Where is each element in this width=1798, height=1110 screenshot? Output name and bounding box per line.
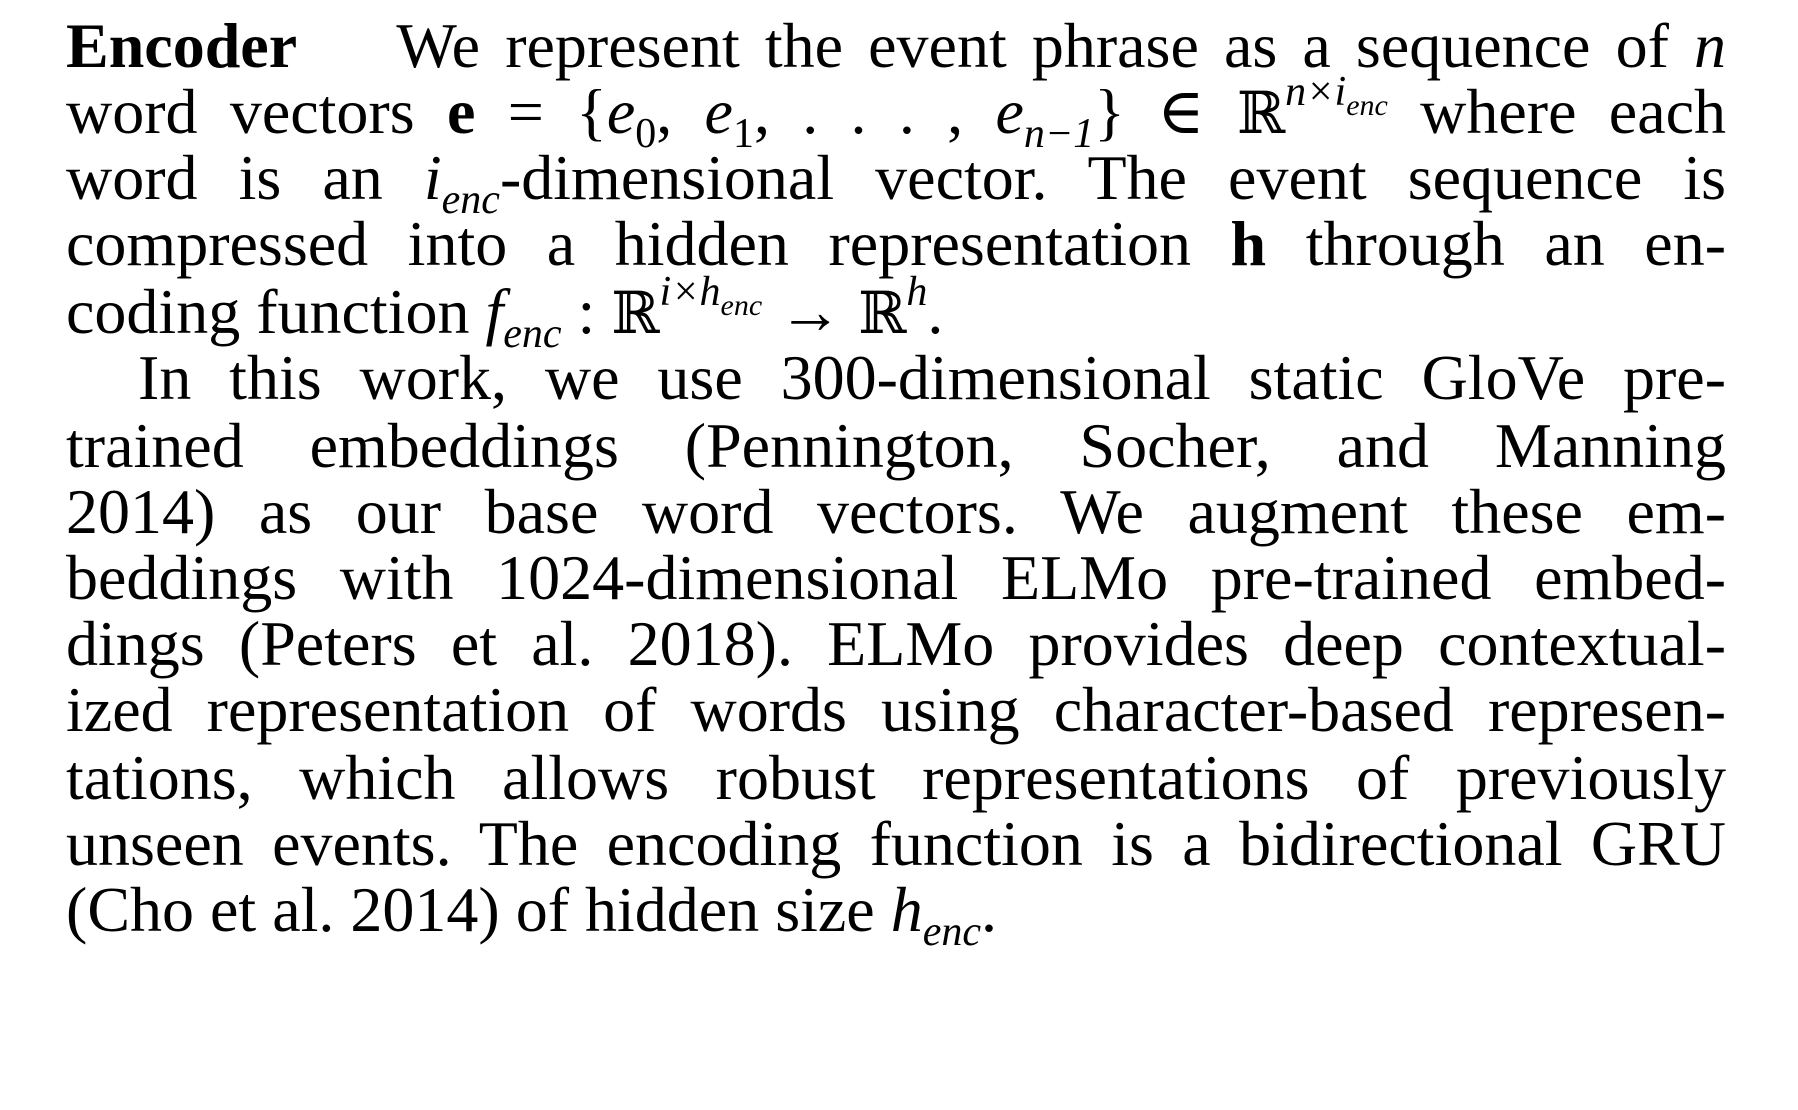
math-e0: e <box>606 76 636 147</box>
paragraph-2-line-2: trained embeddings (Pennington, Socher, … <box>66 410 1726 481</box>
section-heading: Encoder <box>66 10 298 81</box>
math-close: } ∈ <box>1094 76 1237 147</box>
paragraph-1-line-3: word is an ienc-dimensional vector. The … <box>66 140 1727 223</box>
math-e1: e <box>704 76 733 147</box>
paragraph-2-line-1: In this work, we use 300-dimensional sta… <box>138 342 1726 413</box>
p1-l5-end: . <box>927 276 944 347</box>
math-n: n <box>1694 10 1727 81</box>
math-f: f <box>485 276 504 347</box>
math-sub-enc-f: enc <box>503 311 562 357</box>
math-sup-enc: enc <box>1346 89 1388 122</box>
paper-text-block: Encoder We represent the event phrase as… <box>66 8 1726 1098</box>
math-sup-nxi: n×i <box>1285 69 1347 115</box>
math-sub-0: 0 <box>635 111 657 157</box>
math-reals-2: ℝ <box>611 279 660 347</box>
p1-l3-a: word is an <box>66 142 383 213</box>
math-sub-enc-h: enc <box>922 909 981 955</box>
paragraph-1-line-5: coding function fenc : ℝi×henc → ℝh. <box>66 269 1726 357</box>
math-dots: , . . . , <box>753 76 996 147</box>
p2-last-end: . <box>980 874 997 945</box>
math-sup-ixh: i×h <box>659 269 721 315</box>
paragraph-2-line-4: beddings with 1024-dimensional ELMo pre-… <box>66 542 1726 613</box>
p1-l1-text: We represent the event phrase as a seque… <box>396 10 1669 81</box>
paragraph-1-line-2: word vectors e = {e0, e1, . . . , en−1} … <box>66 69 1727 157</box>
math-comma-1: , <box>656 76 705 147</box>
math-h-bold: h <box>1230 208 1267 279</box>
math-sub-1: 1 <box>732 111 754 157</box>
p1-l3-b: -dimensional vector. The event sequence … <box>499 142 1727 213</box>
paragraph-2-line-5: dings (Peters et al. 2018). ELMo provide… <box>66 608 1726 679</box>
paragraph-2-line-6: ized representation of words using chara… <box>66 674 1726 745</box>
p1-l2-a: word vectors <box>66 76 415 147</box>
math-eq: = { <box>507 76 607 147</box>
math-reals-1: ℝ <box>1236 79 1286 147</box>
p1-l5-a: coding function <box>66 276 470 347</box>
math-colon: : <box>561 276 612 347</box>
paragraph-2-line-3: 2014) as our base word vectors. We augme… <box>66 476 1726 547</box>
p1-l4-a: compressed into a hidden representation <box>66 208 1191 279</box>
math-i: i <box>423 142 442 213</box>
math-sup-h: h <box>906 269 928 315</box>
math-e-bold: e <box>446 76 476 147</box>
math-arrow: → <box>762 276 859 347</box>
math-en: e <box>995 76 1024 147</box>
math-sub-enc: enc <box>441 177 500 223</box>
paragraph-1-line-4: compressed into a hidden representation … <box>66 206 1726 282</box>
math-sup-enc-2: enc <box>720 289 763 322</box>
math-sub-n-1: n−1 <box>1023 111 1095 157</box>
paragraph-1-line-1: Encoder We represent the event phrase as… <box>66 8 1726 84</box>
p2-last-a: (Cho et al. 2014) of hidden size <box>66 874 875 945</box>
paragraph-2-line-8: unseen events. The encoding function is … <box>66 808 1726 879</box>
paragraph-2-line-9: (Cho et al. 2014) of hidden size henc. <box>66 872 1726 955</box>
p1-l2-end: where each <box>1420 76 1727 147</box>
math-reals-3: ℝ <box>858 279 907 347</box>
math-h: h <box>890 874 923 945</box>
p1-l4-b: through an en- <box>1305 208 1727 279</box>
paragraph-2-line-7: tations, which allows robust representat… <box>66 742 1726 813</box>
